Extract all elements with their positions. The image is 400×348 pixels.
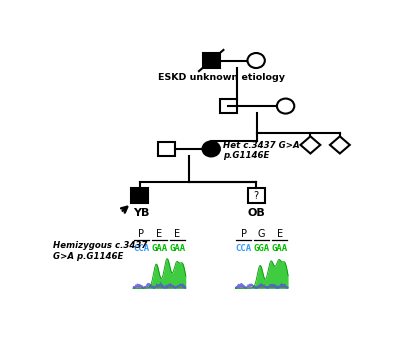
Circle shape: [248, 53, 265, 68]
Bar: [158, 142, 175, 156]
Text: E: E: [174, 229, 180, 239]
Text: P: P: [241, 229, 247, 239]
Text: P: P: [138, 229, 144, 239]
Text: E: E: [156, 229, 162, 239]
Bar: [220, 99, 237, 113]
Bar: [203, 53, 220, 68]
Text: GAA: GAA: [272, 244, 288, 253]
Text: ESKD unknown etiology: ESKD unknown etiology: [158, 73, 285, 82]
Text: GAA: GAA: [169, 244, 186, 253]
Text: Hemizygous c.3437
G>A p.G1146E: Hemizygous c.3437 G>A p.G1146E: [53, 242, 148, 261]
Text: ?: ?: [254, 191, 259, 201]
Polygon shape: [330, 136, 350, 153]
Text: GGA: GGA: [254, 244, 270, 253]
Bar: [131, 189, 148, 203]
Polygon shape: [300, 136, 320, 153]
Circle shape: [202, 141, 220, 157]
Text: CCA: CCA: [133, 244, 150, 253]
Text: CCA: CCA: [236, 244, 252, 253]
Text: E: E: [277, 229, 283, 239]
Text: GAA: GAA: [151, 244, 168, 253]
Bar: [248, 189, 265, 203]
Text: Het c.3437 G>A
p.G1146E: Het c.3437 G>A p.G1146E: [223, 141, 300, 160]
Text: YB: YB: [133, 208, 150, 218]
Circle shape: [277, 98, 294, 113]
Text: G: G: [258, 229, 266, 239]
Text: OB: OB: [247, 208, 265, 218]
